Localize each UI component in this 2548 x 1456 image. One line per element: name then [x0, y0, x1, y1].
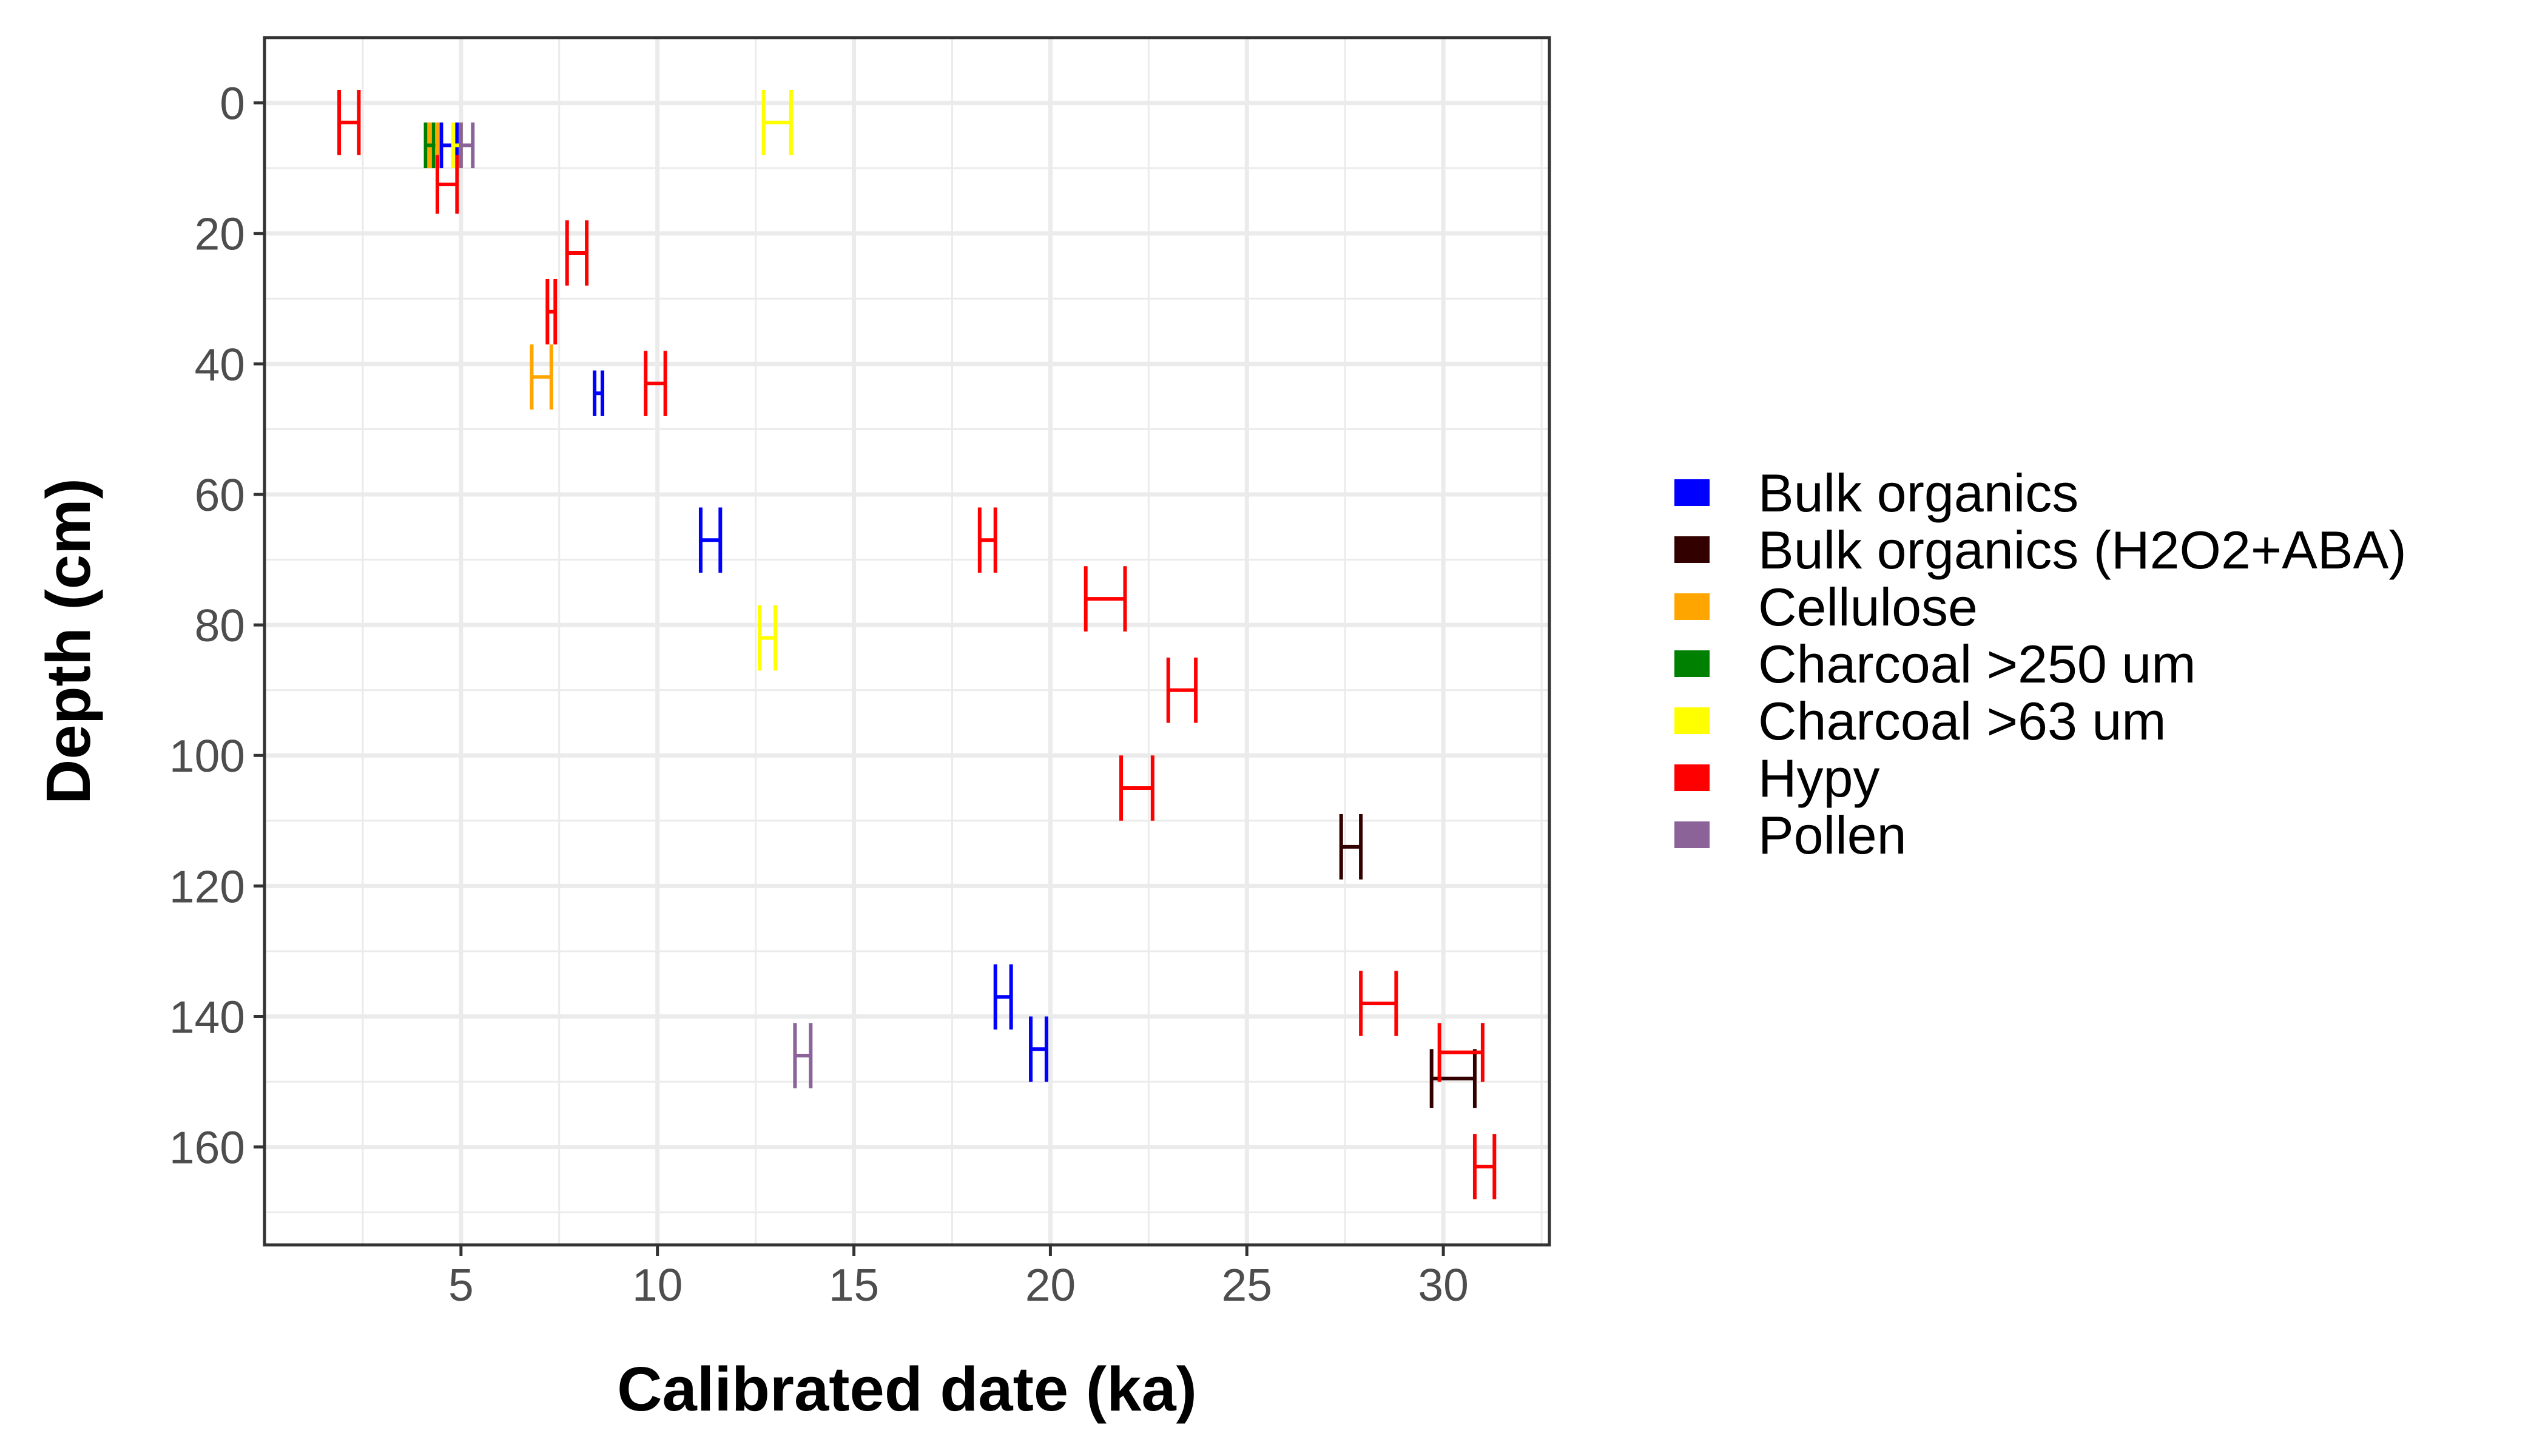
errorbar — [1084, 566, 1127, 632]
legend-item: Hypy — [1674, 748, 1880, 808]
legend-item: Cellulose — [1674, 577, 1978, 637]
legend-item: Pollen — [1674, 805, 1907, 865]
legend-label: Hypy — [1758, 748, 1880, 808]
legend-swatch — [1674, 650, 1710, 677]
errorbar — [1166, 657, 1198, 723]
errorbar — [1119, 755, 1154, 821]
errorbar — [977, 507, 997, 573]
y-tick-label: 40 — [195, 339, 245, 390]
panel-border — [263, 36, 1551, 1247]
errorbar — [793, 1023, 813, 1088]
y-tick-label: 160 — [169, 1122, 245, 1173]
legend-label: Cellulose — [1758, 577, 1978, 637]
errorbar — [423, 122, 436, 169]
y-axis-title: Depth (cm) — [33, 478, 103, 804]
panel-background — [265, 38, 1549, 1245]
errorbar — [1472, 1134, 1497, 1199]
legend-swatch — [1674, 593, 1710, 620]
errorbar — [1029, 1016, 1048, 1082]
errorbar — [1339, 814, 1363, 880]
errorbar — [565, 220, 589, 286]
x-tick-label: 30 — [1418, 1259, 1468, 1310]
errorbar — [698, 507, 723, 573]
legend-label: Pollen — [1758, 805, 1907, 865]
legend-swatch — [1674, 479, 1710, 506]
errorbars — [337, 90, 1497, 1199]
x-axis-title: Calibrated date (ka) — [617, 1354, 1197, 1424]
legend-swatch — [1674, 821, 1710, 848]
legend-swatch — [1674, 764, 1710, 791]
x-axis-ticks: 5 10 15 20 25 30 — [448, 1245, 1469, 1310]
legend-label: Charcoal >250 um — [1758, 634, 2196, 694]
errorbar — [758, 605, 778, 671]
errorbar — [1437, 1023, 1485, 1082]
errorbar — [435, 155, 459, 214]
errorbar — [993, 964, 1013, 1030]
y-tick-label: 0 — [220, 78, 245, 129]
y-tick-label: 80 — [195, 600, 245, 651]
x-tick-label: 15 — [829, 1259, 879, 1310]
legend-item: Charcoal >250 um — [1674, 634, 2196, 694]
errorbar — [1359, 971, 1398, 1036]
legend-swatch — [1674, 707, 1710, 734]
y-tick-label: 100 — [169, 730, 245, 781]
y-axis-ticks: 0 20 40 60 80 100 120 140 160 — [169, 78, 265, 1173]
legend-item: Bulk organics (H2O2+ABA) — [1674, 520, 2407, 580]
y-tick-label: 140 — [169, 992, 245, 1043]
legend-label: Bulk organics — [1758, 463, 2078, 523]
y-tick-label: 120 — [169, 861, 245, 912]
legend-label: Bulk organics (H2O2+ABA) — [1758, 520, 2407, 580]
x-tick-label: 25 — [1222, 1259, 1272, 1310]
errorbar — [337, 90, 361, 155]
y-tick-label: 60 — [195, 470, 245, 521]
legend-swatch — [1674, 536, 1710, 563]
x-tick-label: 10 — [632, 1259, 682, 1310]
errorbar — [459, 122, 475, 169]
errorbar — [593, 370, 605, 416]
errorbar — [545, 279, 558, 345]
legend-label: Charcoal >63 um — [1758, 691, 2166, 751]
errorbar — [761, 90, 793, 155]
y-tick-label: 20 — [195, 209, 245, 260]
errorbar — [644, 351, 667, 416]
grid — [265, 38, 1549, 1245]
legend-item: Charcoal >63 um — [1674, 691, 2166, 751]
x-tick-label: 5 — [448, 1259, 474, 1310]
legend-item: Bulk organics — [1674, 463, 2078, 523]
errorbar — [530, 344, 553, 410]
x-tick-label: 20 — [1025, 1259, 1076, 1310]
